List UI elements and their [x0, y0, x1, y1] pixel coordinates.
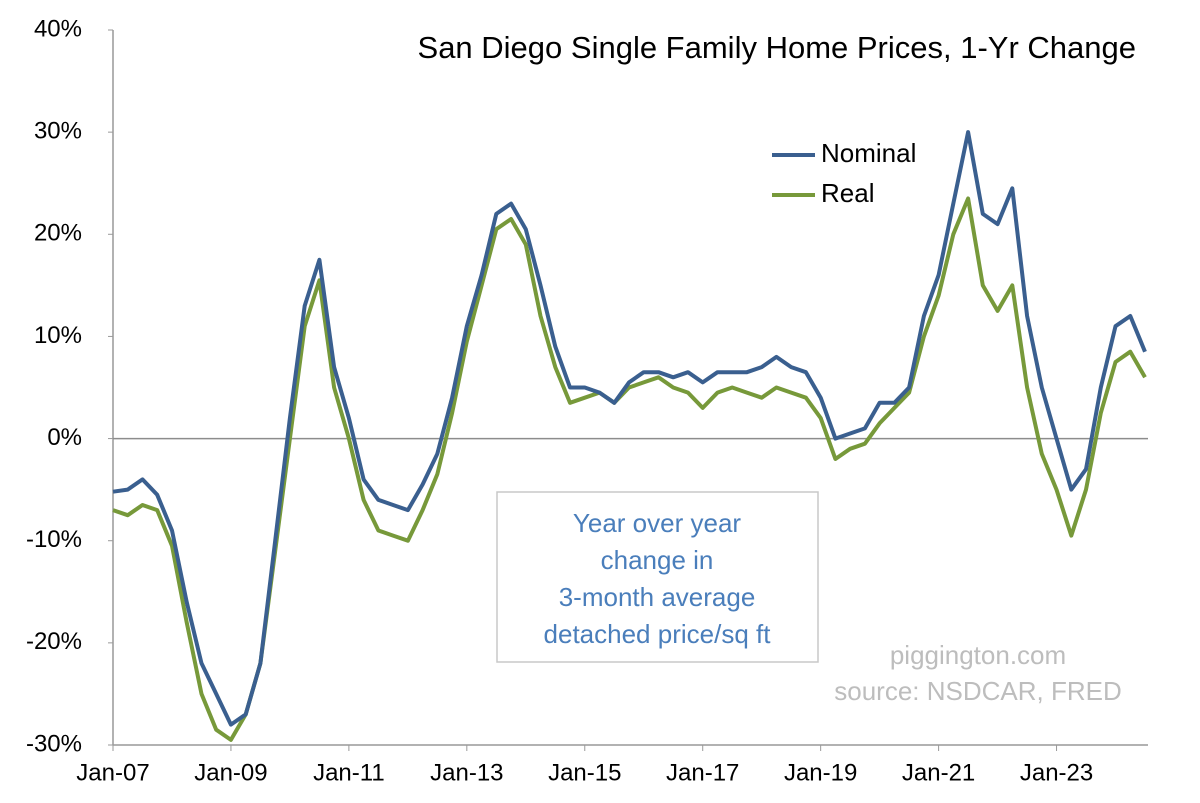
- annotation-text: detached price/sq ft: [544, 619, 772, 649]
- x-tick-label: Jan-23: [1020, 759, 1093, 786]
- y-tick-label: 40%: [34, 15, 82, 42]
- annotation-text: change in: [601, 545, 714, 575]
- x-tick-label: Jan-21: [902, 759, 975, 786]
- watermark: piggington.com: [890, 640, 1066, 670]
- x-tick-label: Jan-15: [548, 759, 621, 786]
- annotation-text: Year over year: [573, 508, 741, 538]
- x-tick-label: Jan-13: [430, 759, 503, 786]
- x-tick-label: Jan-07: [76, 759, 149, 786]
- x-tick-label: Jan-17: [666, 759, 739, 786]
- legend-label: Real: [821, 178, 874, 208]
- annotation-box: [496, 491, 819, 663]
- chart-title: San Diego Single Family Home Prices, 1-Y…: [418, 30, 1136, 65]
- y-tick-label: -10%: [26, 526, 82, 553]
- y-tick-label: 10%: [34, 322, 82, 349]
- x-tick-label: Jan-11: [313, 759, 385, 786]
- y-tick-label: 0%: [47, 424, 82, 451]
- legend-label: Nominal: [821, 138, 916, 168]
- annotation-text: 3-month average: [559, 582, 756, 612]
- y-tick-label: -20%: [26, 628, 82, 655]
- series-line: [112, 130, 1147, 727]
- x-tick-label: Jan-09: [194, 759, 267, 786]
- y-tick-label: 30%: [34, 117, 82, 144]
- x-tick-label: Jan-19: [784, 759, 857, 786]
- watermark: source: NSDCAR, FRED: [834, 676, 1122, 706]
- y-tick-label: -30%: [26, 730, 82, 757]
- y-tick-label: 20%: [34, 220, 82, 247]
- series-line: [112, 196, 1147, 742]
